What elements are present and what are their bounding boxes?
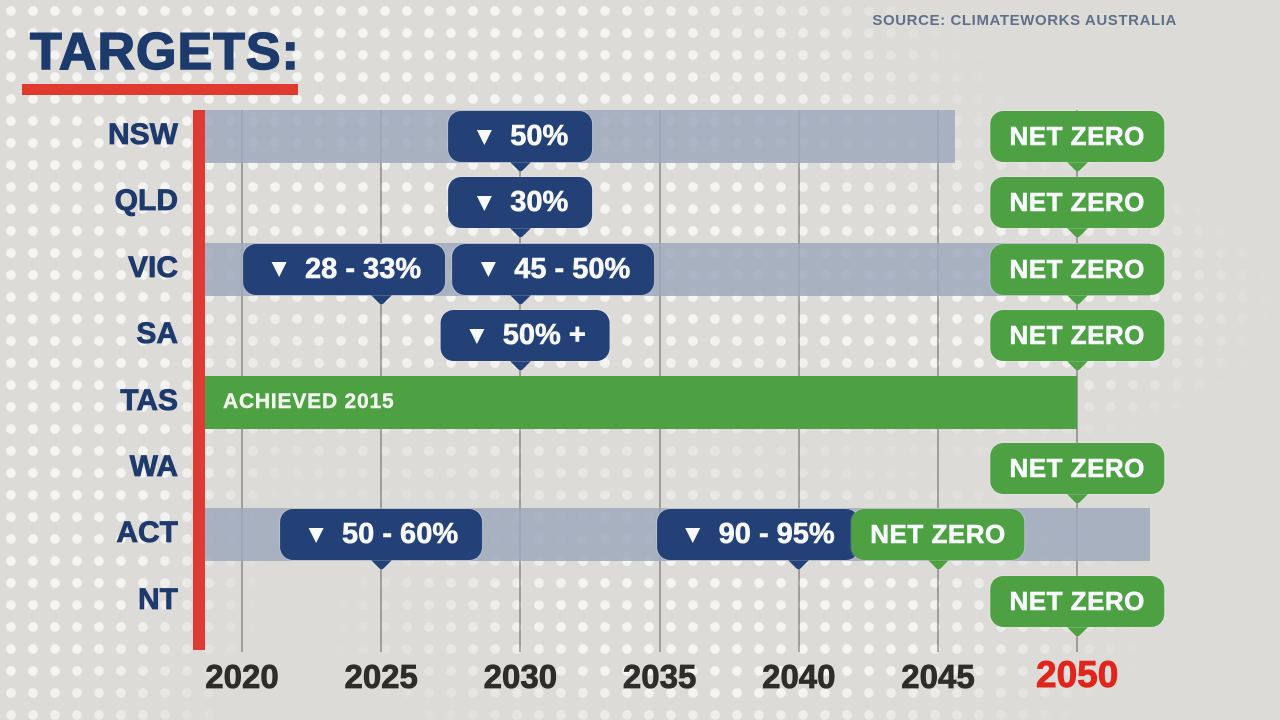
badge-text: NET ZERO <box>1009 253 1145 284</box>
state-label-tas: TAS <box>120 383 179 417</box>
badge-label: ▼ 50% + <box>440 310 610 362</box>
badge-label: ▼ 28 - 33% <box>243 243 446 295</box>
badge-label: ▼ 50% <box>448 111 593 162</box>
state-label-nsw: NSW <box>108 118 179 152</box>
badge-label: NET ZERO <box>990 575 1164 627</box>
gridline-2050 <box>1076 110 1079 652</box>
timeline-start-bar <box>193 110 205 650</box>
reduction-arrow-icon: ▼ <box>304 520 329 548</box>
axis-label-2045: 2045 <box>901 658 975 696</box>
axis-label-2025: 2025 <box>344 658 418 696</box>
badge-text: NET ZERO <box>1009 121 1145 152</box>
badge-text: 30% <box>510 186 569 219</box>
badge-text: 45 - 50% <box>514 252 631 285</box>
badge-label: ▼ 30% <box>448 177 593 229</box>
badge-label: NET ZERO <box>990 310 1164 362</box>
page-title: TARGETS: <box>29 22 300 82</box>
badge-label: NET ZERO <box>990 111 1164 162</box>
reduction-arrow-icon: ▼ <box>267 255 292 283</box>
badge-label: ▼ 50 - 60% <box>280 509 483 561</box>
badge-text: NET ZERO <box>1009 585 1145 616</box>
state-label-qld: QLD <box>114 184 178 218</box>
badge-label: ▼ 45 - 50% <box>452 243 655 295</box>
axis-label-2035: 2035 <box>622 658 697 696</box>
state-label-act: ACT <box>116 516 178 550</box>
badge-text: 50% <box>510 120 569 153</box>
badge-text: 90 - 95% <box>718 518 835 551</box>
state-label-wa: WA <box>129 450 178 484</box>
state-label-vic: VIC <box>127 250 179 284</box>
axis-label-2040: 2040 <box>762 658 836 696</box>
achieved-bar-tas: ACHIEVED 2015 <box>205 375 1078 429</box>
badge-label: NET ZERO <box>990 443 1164 494</box>
state-label-nt: NT <box>138 582 179 616</box>
badge-text: NET ZERO <box>1009 187 1145 218</box>
state-label-sa: SA <box>136 317 178 351</box>
axis-label-2020: 2020 <box>205 658 279 696</box>
axis-label-2030: 2030 <box>483 658 558 696</box>
source-credit: SOURCE: CLIMATEWORKS AUSTRALIA <box>872 12 1177 29</box>
badge-label: NET ZERO <box>990 177 1164 229</box>
badge-text: NET ZERO <box>1009 320 1145 351</box>
badge-text: NET ZERO <box>1009 453 1145 484</box>
reduction-arrow-icon: ▼ <box>464 321 489 349</box>
reduction-arrow-icon: ▼ <box>680 520 705 548</box>
axis-label-2050: 2050 <box>1036 654 1119 696</box>
title-underline <box>22 84 298 95</box>
badge-text: 50 - 60% <box>342 518 459 551</box>
badge-label: ▼ 90 - 95% <box>656 509 859 561</box>
badge-label: NET ZERO <box>851 509 1025 561</box>
badge-text: 28 - 33% <box>305 252 422 285</box>
reduction-arrow-icon: ▼ <box>476 255 501 283</box>
badge-label: NET ZERO <box>990 243 1164 295</box>
reduction-arrow-icon: ▼ <box>472 122 497 150</box>
badge-text: NET ZERO <box>870 519 1006 550</box>
reduction-arrow-icon: ▼ <box>472 188 497 216</box>
badge-text: 50% + <box>502 319 586 352</box>
